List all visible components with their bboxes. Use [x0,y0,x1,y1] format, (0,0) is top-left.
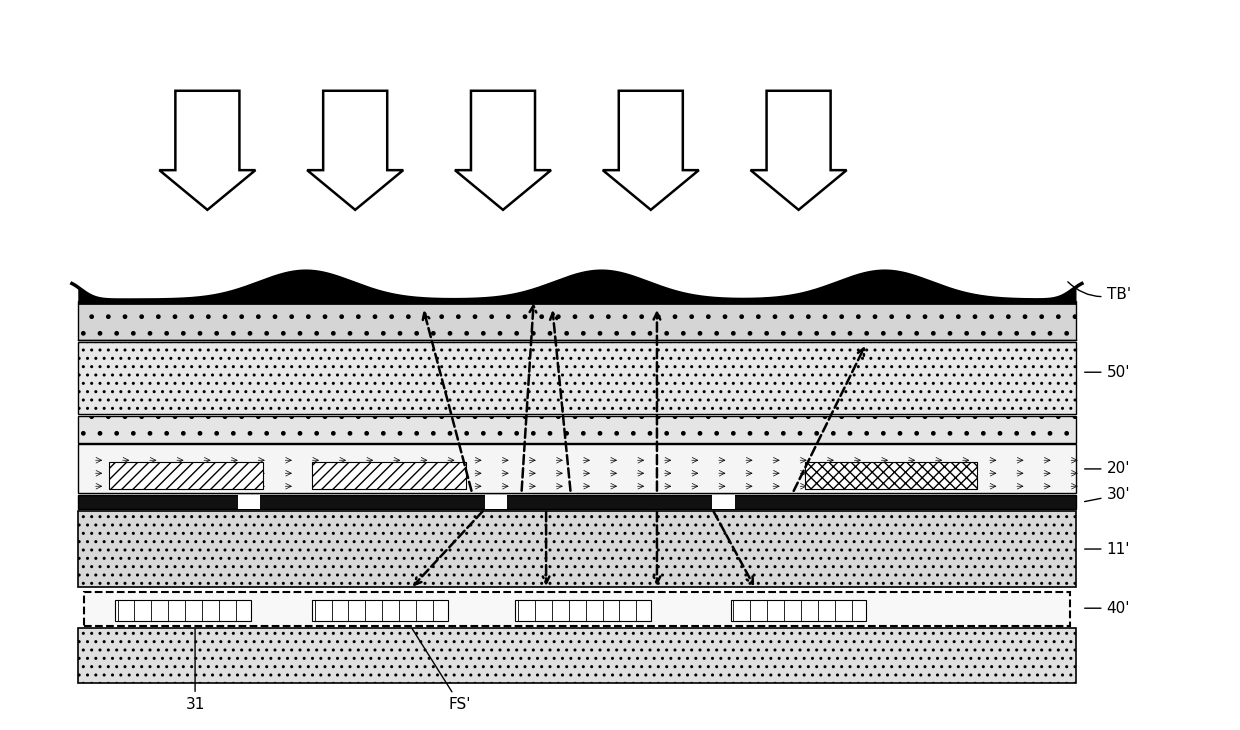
Bar [312,599,448,621]
Text: 11': 11' [1085,542,1130,556]
FancyArrow shape [603,91,699,210]
Bar [84,591,1070,626]
Bar [78,415,1076,443]
Bar [730,599,867,621]
Bar [712,495,734,510]
Text: 40': 40' [1085,601,1130,615]
FancyArrow shape [455,91,551,210]
Bar [115,599,250,621]
Bar [312,462,466,489]
Bar [109,462,263,489]
Bar [78,629,1076,683]
Text: FS': FS' [412,629,471,712]
Text: 20': 20' [1085,461,1130,477]
Bar [516,599,651,621]
Bar [78,342,1076,414]
FancyArrow shape [160,91,255,210]
Text: 50': 50' [1085,365,1130,380]
FancyArrow shape [308,91,403,210]
Text: 30': 30' [1085,488,1130,502]
Bar [78,445,1076,493]
Bar [78,495,1076,510]
Bar [78,512,1076,587]
Bar [485,495,507,510]
FancyArrow shape [750,91,847,210]
Text: 31: 31 [186,629,205,712]
Bar [805,462,977,489]
Bar [78,301,1076,340]
Text: TB': TB' [1068,282,1131,301]
Bar [238,495,260,510]
